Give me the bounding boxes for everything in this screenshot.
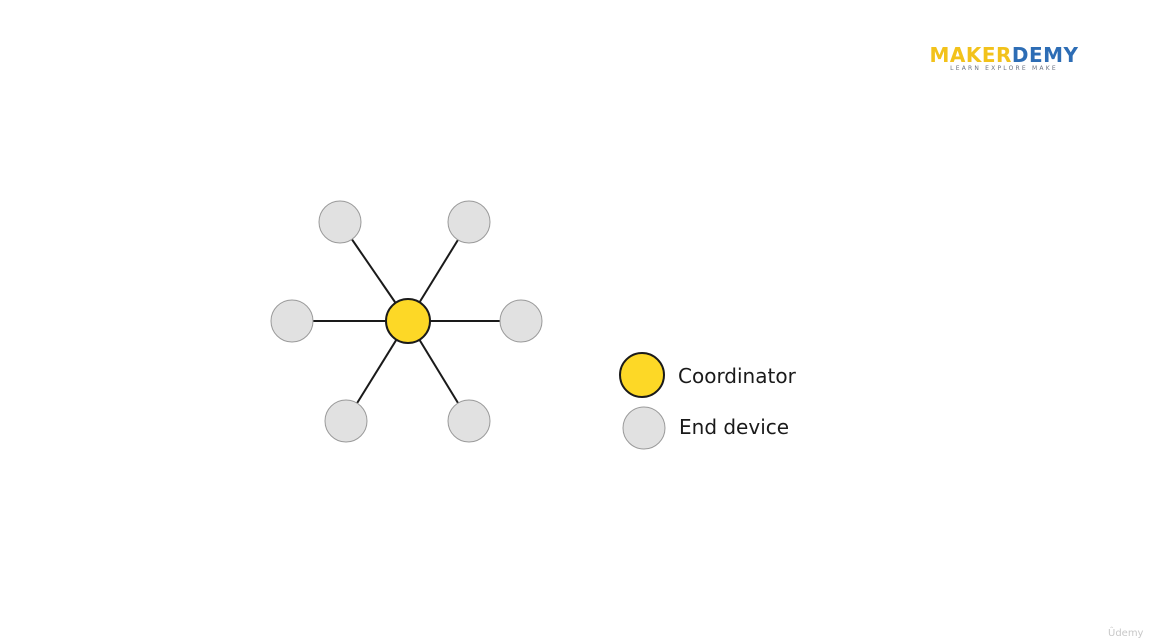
end-device-node-bottom-left (324, 399, 368, 443)
legend-label-coordinator: Coordinator (678, 364, 796, 388)
makerdemy-logo: MAKERDEMY LEARN EXPLORE MAKE (921, 44, 1087, 76)
legend-swatch-coordinator (619, 352, 665, 398)
coordinator-node (385, 298, 431, 344)
end-device-node-right (499, 299, 543, 343)
logo-part-maker: MAKER (929, 43, 1012, 67)
logo-tagline: LEARN EXPLORE MAKE (950, 65, 1058, 72)
legend-label-end-device: End device (679, 415, 790, 439)
logo-wordmark: MAKERDEMY (921, 44, 1087, 66)
logo-part-demy: DEMY (1011, 43, 1079, 67)
end-device-node-left (270, 299, 314, 343)
end-device-node-top-left (318, 200, 362, 244)
legend-swatches (619, 352, 666, 450)
udemy-watermark: Ûdemy (1108, 628, 1144, 639)
legend-swatch-end-device (622, 406, 666, 450)
end-device-node-bottom-right (447, 399, 491, 443)
end-device-node-top-right (447, 200, 491, 244)
nodes (270, 200, 543, 443)
